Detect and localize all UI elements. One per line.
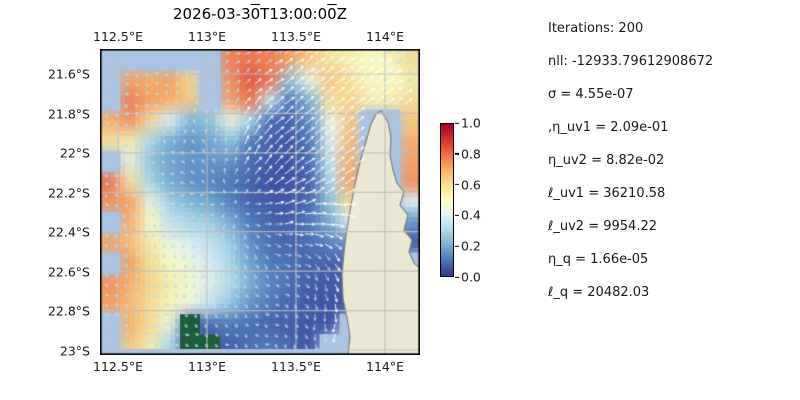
- stats-line: σ = 4.55e-07: [548, 87, 634, 102]
- lat-tick-label: 23°S: [59, 343, 90, 358]
- lon-tick-label: 113°E: [187, 359, 227, 374]
- lat-tick-label: 21.6°S: [47, 66, 90, 82]
- colorbar: [440, 123, 454, 277]
- title-part-overlined: 0: [250, 5, 261, 23]
- colorbar-tick-label: 0.0: [461, 269, 481, 285]
- title-part: 2026-03-3: [172, 5, 251, 23]
- lon-tick-label: 113.5°E: [271, 359, 321, 374]
- lon-tick-label: 112.5°E: [93, 29, 143, 44]
- lat-tick-label: 22.2°S: [47, 185, 90, 200]
- stats-line: nll: -12933.79612908672: [548, 54, 714, 69]
- lon-tick-label: 114°E: [365, 29, 405, 44]
- stats-line: ℓ_q = 20482.03: [548, 285, 650, 300]
- lat-tick-label: 22.8°S: [47, 303, 90, 319]
- colorbar-tick-label: 0.4: [461, 207, 481, 223]
- lon-tick-label: 114°E: [365, 359, 405, 374]
- stats-line: ℓ_uv1 = 36210.58: [548, 186, 666, 201]
- stats-line: ,η_uv1 = 2.09e-01: [548, 120, 669, 135]
- lon-tick-label: 113°E: [187, 29, 227, 44]
- stats-panel: Iterations: 200 nll: -12933.79612908672 σ …: [548, 12, 713, 309]
- colorbar-tick-label: 0.6: [461, 177, 481, 193]
- lat-tick-label: 21.8°S: [47, 106, 90, 121]
- colorbar-tick-label: 1.0: [461, 115, 481, 131]
- stats-line: ℓ_uv2 = 9954.22: [548, 219, 657, 234]
- lon-tick-label: 112.5°E: [93, 359, 143, 374]
- lat-tick-label: 22.6°S: [47, 264, 90, 279]
- stats-line: Iterations: 200: [548, 21, 644, 36]
- stats-line: η_q = 1.66e-05: [548, 252, 649, 267]
- lat-tick-label: 22.4°S: [47, 224, 90, 240]
- title-part-overlined: 0: [327, 5, 337, 23]
- title-part: Z: [336, 5, 347, 23]
- colorbar-tick-label: 0.2: [461, 238, 481, 254]
- title-part: T13:00:0: [260, 5, 328, 23]
- plot-title: 2026-03-30T13:00:00Z: [100, 5, 420, 23]
- colorbar-tick-label: 0.8: [461, 146, 481, 162]
- lat-tick-label: 22°S: [59, 145, 90, 161]
- lon-tick-label: 113.5°E: [271, 29, 321, 44]
- map-heatmap-canvas: [100, 49, 420, 355]
- stats-line: η_uv2 = 8.82e-02: [548, 153, 665, 168]
